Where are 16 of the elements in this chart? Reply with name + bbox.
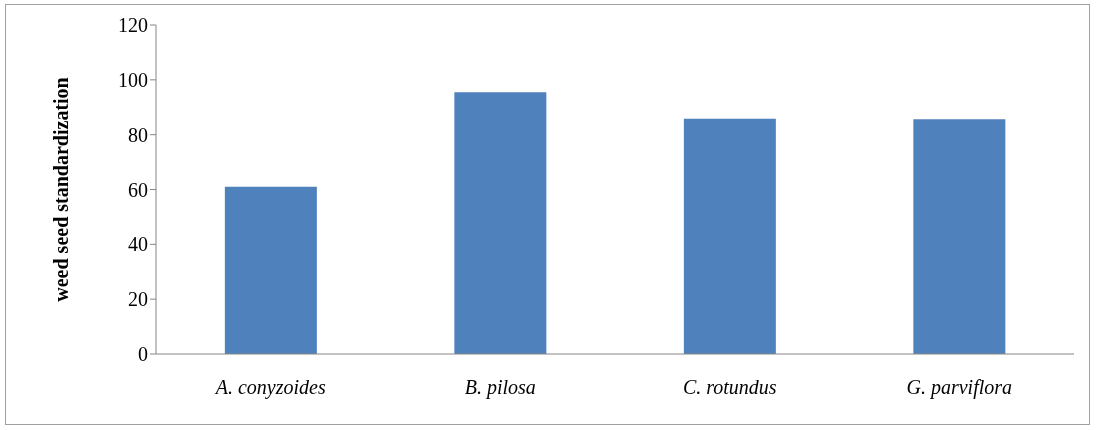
y-tick-label: 100 xyxy=(118,68,148,91)
y-tick-label: 20 xyxy=(128,288,148,311)
y-tick-label: 120 xyxy=(118,14,148,37)
y-tick-label: 80 xyxy=(128,123,148,146)
x-tick-label: G. parviflora xyxy=(906,376,1013,400)
y-tick-label: 60 xyxy=(128,178,148,201)
y-tick-label: 40 xyxy=(128,233,148,256)
y-axis-title: weed seed standardization xyxy=(50,77,73,302)
bar xyxy=(454,92,547,354)
x-tick-label: A. conyzoides xyxy=(213,376,326,400)
x-tick-label: B. pilosa xyxy=(464,376,536,400)
bar xyxy=(683,118,776,354)
bar xyxy=(224,186,317,354)
y-tick-label: 0 xyxy=(138,343,148,366)
x-tick-label: C. rotundus xyxy=(682,376,777,399)
bar xyxy=(913,119,1006,354)
